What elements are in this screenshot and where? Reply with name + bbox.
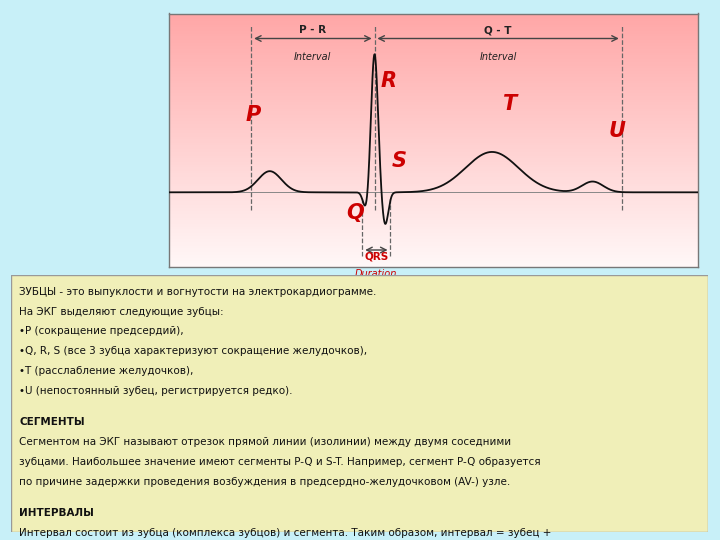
Text: T: T: [503, 93, 517, 113]
Text: по причине задержки проведения возбуждения в предсердно-желудочковом (AV-) узле.: по причине задержки проведения возбужден…: [19, 476, 510, 487]
Text: Q: Q: [346, 203, 364, 223]
Text: •Q, R, S (все 3 зубца характеризуют сокращение желудочков),: •Q, R, S (все 3 зубца характеризуют сокр…: [19, 346, 367, 356]
Text: Duration: Duration: [355, 269, 397, 279]
Text: S: S: [392, 151, 407, 171]
Text: QRS: QRS: [364, 252, 389, 262]
Text: •P (сокращение предсердий),: •P (сокращение предсердий),: [19, 327, 184, 336]
Text: На ЭКГ выделяют следующие зубцы:: На ЭКГ выделяют следующие зубцы:: [19, 307, 224, 316]
Text: Сегментом на ЭКГ называют отрезок прямой линии (изолинии) между двумя соседними: Сегментом на ЭКГ называют отрезок прямой…: [19, 437, 511, 447]
Text: U: U: [608, 120, 626, 140]
Text: Interval: Interval: [294, 52, 332, 62]
Text: СЕГМЕНТЫ: СЕГМЕНТЫ: [19, 417, 85, 427]
Text: ЗУБЦЫ - это выпуклости и вогнутости на электрокардиограмме.: ЗУБЦЫ - это выпуклости и вогнутости на э…: [19, 287, 377, 297]
Text: Интервал состоит из зубца (комплекса зубцов) и сегмента. Таким образом, интервал: Интервал состоит из зубца (комплекса зуб…: [19, 528, 552, 538]
Text: Interval: Interval: [480, 52, 517, 62]
Text: Q - T: Q - T: [485, 25, 512, 36]
FancyBboxPatch shape: [11, 275, 708, 532]
Text: зубцами. Наибольшее значение имеют сегменты P-Q и S-T. Например, сегмент P-Q обр: зубцами. Наибольшее значение имеют сегме…: [19, 457, 541, 467]
Text: ИНТЕРВАЛЫ: ИНТЕРВАЛЫ: [19, 508, 94, 518]
Text: P: P: [246, 105, 261, 125]
Text: •T (расслабление желудочков),: •T (расслабление желудочков),: [19, 366, 194, 376]
Text: •U (непостоянный зубец, регистрируется редко).: •U (непостоянный зубец, регистрируется р…: [19, 386, 292, 396]
Text: P - R: P - R: [300, 25, 326, 36]
Text: R: R: [381, 71, 397, 91]
